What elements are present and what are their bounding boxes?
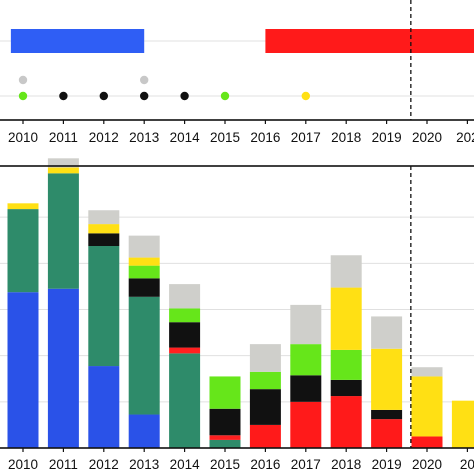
bar-segment	[249, 344, 281, 372]
bar-segment	[330, 287, 362, 350]
bar-segment	[88, 224, 120, 234]
timeline-x-tick-label: 2019	[372, 130, 402, 145]
bar-segment	[290, 344, 322, 376]
bar-x-tick-label: 2011	[49, 457, 78, 472]
timeline-x-tick-label: 2010	[8, 130, 38, 145]
timeline-marker	[180, 91, 189, 101]
timeline-x-tick-label: 2018	[331, 130, 361, 145]
bar-x-tick-label: 2016	[250, 457, 280, 472]
bar-segment	[169, 353, 201, 448]
bar-segment	[128, 278, 160, 297]
bar-segment	[330, 379, 362, 397]
bar-segment	[249, 424, 281, 448]
bar-segment	[330, 349, 362, 380]
timeline-x-tick-label: 2013	[129, 130, 159, 145]
bar-segment	[451, 400, 474, 448]
bar-segment	[371, 348, 403, 410]
bar-x-tick-label: 2018	[331, 457, 361, 472]
bar-segment	[169, 284, 201, 309]
timeline-marker	[140, 75, 149, 85]
timeline-marker	[18, 75, 28, 85]
bar-segment	[411, 367, 443, 377]
axis-ticks	[22, 120, 468, 452]
timeline-marker	[99, 91, 109, 101]
bar-x-tick-label: 2010	[8, 457, 38, 472]
bar-segment	[88, 366, 120, 448]
bar-panel-frame	[0, 165, 474, 449]
bar-segment	[209, 408, 241, 436]
timeline-marker	[140, 91, 149, 101]
bar-segment	[7, 209, 39, 293]
bar-segment	[411, 436, 443, 448]
bar-segment	[88, 210, 120, 225]
bar-segment	[290, 401, 322, 448]
bar-segment	[371, 316, 403, 349]
bar-chart-bars	[7, 158, 474, 448]
bar-segment	[209, 376, 241, 409]
bar-segment	[7, 292, 39, 448]
bar-segment	[128, 296, 160, 415]
bar-segment	[128, 414, 160, 448]
bar-segment	[128, 235, 160, 258]
timeline-panel-frame	[0, 119, 474, 121]
bar-x-tick-label: 2014	[170, 457, 201, 472]
bar-segment	[128, 265, 160, 279]
timeline-marker	[220, 91, 230, 101]
bar-segment	[249, 389, 281, 425]
bar-segment	[47, 158, 79, 168]
timeline-x-tick-label: 202	[456, 130, 474, 145]
timeline-x-tick-label: 2012	[89, 130, 119, 145]
bar-segment	[128, 257, 160, 266]
timeline-period-bar	[10, 29, 145, 53]
axis-tick-labels: 2010 2011 2012 2013 2014 2015 2016 2017 2018 2019…	[8, 130, 474, 472]
bar-segment	[7, 203, 39, 210]
timeline-period-bar	[265, 29, 474, 53]
bar-segment	[169, 308, 201, 323]
timeline-period-bars	[10, 29, 474, 53]
bar-segment	[169, 347, 201, 354]
bar-x-tick-label: 2012	[89, 457, 119, 472]
timeline-marker	[18, 91, 28, 101]
bar-segment	[290, 304, 322, 345]
timeline-x-tick-label: 2017	[291, 130, 321, 145]
timeline-x-tick-label: 2014	[170, 130, 201, 145]
timeline-x-tick-label: 2011	[49, 130, 78, 145]
bar-segment	[88, 233, 120, 247]
timeline-x-tick-label: 2016	[250, 130, 280, 145]
bar-segment	[330, 396, 362, 448]
timeline-x-tick-label: 2020	[412, 130, 442, 145]
bar-x-tick-label: 20	[460, 457, 474, 472]
bar-x-tick-label: 2019	[372, 457, 402, 472]
bar-x-tick-label: 2017	[291, 457, 321, 472]
bar-segment	[411, 376, 443, 437]
bar-x-tick-label: 2015	[210, 457, 240, 472]
bar-segment	[47, 173, 79, 289]
bar-segment	[88, 246, 120, 367]
timeline-markers	[18, 75, 310, 101]
timeline-marker	[301, 91, 310, 101]
bar-segment	[47, 167, 79, 174]
bar-x-tick-label: 2013	[129, 457, 159, 472]
bar-segment	[209, 439, 241, 448]
timeline-marker	[59, 91, 68, 101]
bar-segment	[290, 375, 322, 402]
bar-segment	[169, 322, 201, 348]
timeline-x-tick-label: 2015	[210, 130, 240, 145]
bar-segment	[330, 255, 362, 288]
bar-segment	[371, 419, 403, 448]
bar-segment	[371, 409, 403, 420]
bar-segment	[249, 371, 281, 390]
bar-x-tick-label: 2020	[412, 457, 442, 472]
panel-frames	[0, 119, 474, 449]
bar-segment	[47, 288, 79, 448]
bar-segment	[209, 435, 241, 440]
